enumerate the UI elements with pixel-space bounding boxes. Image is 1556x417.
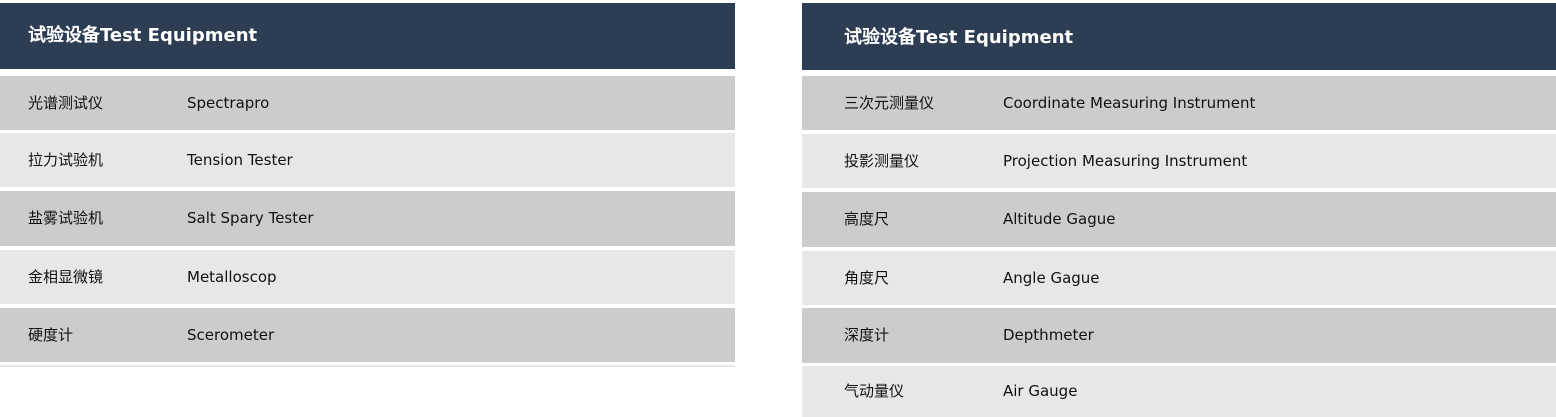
table-title: 试验设备Test Equipment (28, 25, 258, 46)
row-en: Metalloscop (187, 268, 277, 286)
row-cn: 角度尺 (844, 269, 890, 287)
table-row: 盐雾试验机 Salt Spary Tester (0, 191, 735, 246)
table-row: 投影测量仪 Projection Measuring Instrument (802, 134, 1556, 188)
divider (0, 365, 735, 367)
table-header: 试验设备Test Equipment (0, 3, 735, 69)
row-en: Depthmeter (1003, 326, 1094, 344)
row-cn: 深度计 (844, 326, 890, 344)
row-en: Salt Spary Tester (187, 209, 314, 227)
row-cn: 盐雾试验机 (28, 209, 104, 227)
row-cn: 硬度计 (28, 326, 74, 344)
table-row: 拉力试验机 Tension Tester (0, 133, 735, 187)
row-cn: 金相显微镜 (28, 268, 104, 286)
row-cn: 投影测量仪 (844, 152, 920, 170)
row-cn: 气动量仪 (844, 382, 905, 400)
table-header: 试验设备Test Equipment (802, 3, 1556, 70)
table-row: 光谱测试仪 Spectrapro (0, 76, 735, 130)
row-en: Altitude Gague (1003, 210, 1116, 228)
row-cn: 光谱测试仪 (28, 94, 104, 112)
row-en: Scerometer (187, 326, 275, 344)
table-row: 三次元测量仪 Coordinate Measuring Instrument (802, 76, 1556, 130)
table-row: 深度计 Depthmeter (802, 308, 1556, 363)
row-en: Tension Tester (187, 151, 293, 169)
row-en: Spectrapro (187, 94, 270, 112)
table-row: 高度尺 Altitude Gague (802, 192, 1556, 247)
table-row: 角度尺 Angle Gague (802, 251, 1556, 305)
left-equipment-table: 试验设备Test Equipment 光谱测试仪 Spectrapro 拉力试验机… (0, 3, 735, 368)
row-cn: 拉力试验机 (28, 151, 104, 169)
table-row: 金相显微镜 Metalloscop (0, 250, 735, 304)
row-en: Angle Gague (1003, 269, 1100, 287)
table-row: 气动量仪 Air Gauge (802, 366, 1556, 417)
row-en: Coordinate Measuring Instrument (1003, 94, 1256, 112)
row-en: Projection Measuring Instrument (1003, 152, 1248, 170)
row-en: Air Gauge (1003, 382, 1078, 400)
right-equipment-table: 试验设备Test Equipment 三次元测量仪 Coordinate Meas… (802, 3, 1556, 417)
row-cn: 三次元测量仪 (844, 94, 935, 112)
table-row: 硬度计 Scerometer (0, 308, 735, 362)
row-cn: 高度尺 (844, 210, 890, 228)
table-title: 试验设备Test Equipment (844, 27, 1074, 48)
